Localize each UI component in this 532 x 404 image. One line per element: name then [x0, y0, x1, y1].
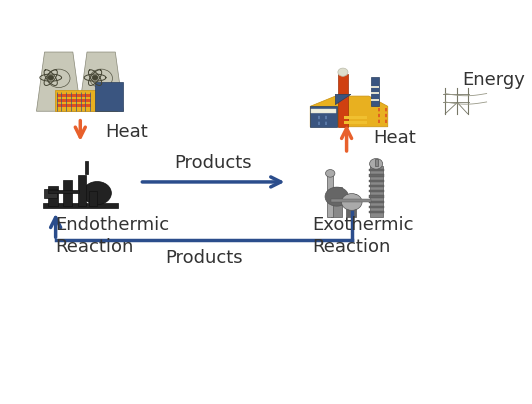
Bar	[78, 175, 86, 206]
Bar	[48, 186, 58, 206]
Circle shape	[326, 170, 335, 177]
Text: Heat: Heat	[105, 123, 148, 141]
Bar	[344, 116, 367, 119]
Bar	[371, 77, 379, 106]
Text: Energy: Energy	[462, 71, 526, 88]
Polygon shape	[335, 95, 351, 105]
Bar	[43, 203, 118, 208]
Circle shape	[90, 69, 112, 88]
Text: Endothermic
Reaction: Endothermic Reaction	[56, 216, 170, 256]
Bar	[370, 166, 383, 217]
Bar	[344, 121, 367, 124]
Polygon shape	[37, 52, 81, 111]
Bar	[371, 86, 379, 88]
Circle shape	[92, 75, 98, 80]
Bar	[346, 194, 356, 217]
Bar	[331, 199, 370, 202]
Bar	[57, 95, 91, 97]
Bar	[369, 169, 384, 171]
Bar	[369, 201, 384, 203]
Bar	[85, 161, 88, 174]
Bar	[369, 206, 384, 208]
Circle shape	[338, 68, 348, 76]
Bar	[375, 159, 378, 166]
Bar	[369, 180, 384, 182]
Bar	[369, 185, 384, 187]
Circle shape	[370, 158, 383, 169]
Bar	[327, 175, 333, 217]
Text: Exothermic
Reaction: Exothermic Reaction	[312, 216, 413, 256]
Circle shape	[48, 75, 54, 80]
Bar	[48, 190, 79, 193]
Bar	[57, 99, 91, 102]
Circle shape	[342, 194, 362, 210]
Bar	[371, 93, 379, 95]
Bar	[57, 104, 91, 107]
Bar	[311, 109, 336, 113]
Bar	[55, 90, 118, 111]
Bar	[338, 74, 347, 127]
Polygon shape	[310, 106, 337, 127]
Bar	[369, 211, 384, 213]
Bar	[331, 187, 343, 217]
Text: Products: Products	[165, 249, 243, 267]
Bar	[44, 189, 57, 198]
Circle shape	[325, 187, 348, 206]
Text: Products: Products	[174, 154, 252, 172]
Polygon shape	[310, 96, 388, 127]
Circle shape	[47, 69, 70, 88]
Bar	[371, 99, 379, 101]
Bar	[89, 191, 97, 206]
Text: Heat: Heat	[373, 129, 417, 147]
Bar	[369, 196, 384, 198]
Polygon shape	[79, 52, 123, 111]
Bar	[369, 190, 384, 192]
Bar	[63, 180, 72, 206]
Circle shape	[83, 181, 111, 205]
Bar	[95, 82, 123, 111]
Bar	[369, 175, 384, 177]
